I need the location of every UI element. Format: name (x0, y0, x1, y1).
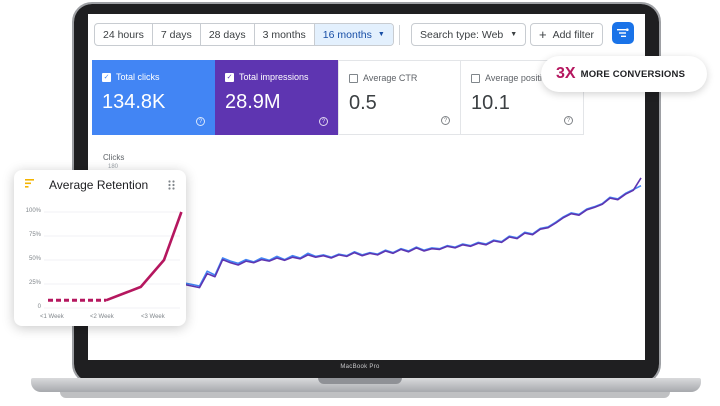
metric-card-average-ctr[interactable]: Average CTR 0.5 ? (338, 60, 461, 135)
help-icon[interactable]: ? (441, 116, 450, 125)
range-3-months[interactable]: 3 months (255, 24, 315, 45)
metric-label: Average CTR (363, 73, 418, 83)
metric-card-total-impressions[interactable]: ✓ Total impressions 28.9M ? (215, 60, 338, 135)
chart-series-line-2 (183, 177, 642, 289)
laptop-model-label: MacBook Pro (340, 364, 380, 370)
metric-card-header: ✓ Total impressions (225, 72, 328, 82)
retention-y-tick: 50% (28, 256, 41, 262)
retention-y-tick: 75% (28, 232, 41, 238)
metric-cards: ✓ Total clicks 134.8K ? ✓ Total impressi… (92, 60, 584, 135)
bars-chart-icon (25, 179, 34, 188)
metric-card-total-clicks[interactable]: ✓ Total clicks 134.8K ? (92, 60, 215, 135)
conversions-badge: 3X MORE CONVERSIONS (541, 56, 707, 92)
help-icon[interactable]: ? (319, 117, 328, 126)
laptop-base-shadow (60, 392, 670, 398)
checkbox-checked-icon[interactable]: ✓ (102, 72, 111, 82)
metric-value: 28.9M (225, 91, 281, 113)
metric-value: 0.5 (349, 92, 377, 114)
laptop-base (31, 378, 701, 392)
retention-x-tick: <1 Week (40, 314, 64, 320)
retention-card: Average Retention 100% 75% 50% 25% 0 <1 … (14, 170, 186, 326)
retention-line (105, 211, 183, 302)
badge-text: MORE CONVERSIONS (580, 68, 686, 80)
retention-y-tick: 100% (25, 208, 41, 214)
toolbar-divider (399, 25, 400, 45)
metric-value: 10.1 (471, 92, 510, 114)
plus-icon: + (539, 27, 547, 42)
retention-y-tick: 25% (28, 280, 41, 286)
filter-settings-button[interactable] (612, 22, 634, 44)
badge-multiplier: 3X (556, 65, 576, 82)
drag-handle-icon[interactable] (168, 180, 176, 190)
add-filter-button[interactable]: + Add filter (530, 23, 604, 46)
search-type-label: Search type: Web (420, 28, 504, 41)
search-type-dropdown[interactable]: Search type: Web ▼ (411, 23, 527, 46)
retention-title: Average Retention (49, 178, 149, 192)
retention-x-tick: <3 Week (141, 314, 165, 320)
metric-card-header: Average CTR (349, 73, 450, 83)
retention-y-tick: 0 (37, 304, 41, 310)
filter-lines-icon (617, 28, 629, 37)
range-28-days[interactable]: 28 days (201, 24, 255, 45)
chart-series-line-1 (183, 184, 642, 287)
chart-y-axis-label: Clicks (103, 153, 125, 162)
chevron-down-icon: ▼ (377, 31, 385, 38)
date-range-selector: 24 hours 7 days 28 days 3 months 16 mont… (94, 23, 394, 46)
metric-label: Total clicks (116, 72, 160, 82)
laptop-base-notch (318, 378, 402, 384)
chevron-down-icon: ▼ (510, 31, 518, 38)
retention-x-tick: <2 Week (90, 314, 114, 320)
add-filter-label: Add filter (552, 28, 595, 41)
range-16-months[interactable]: 16 months ▼ (314, 24, 393, 45)
checkbox-checked-icon[interactable]: ✓ (225, 72, 234, 82)
metric-card-header: ✓ Total clicks (102, 72, 205, 82)
metric-label: Total impressions (239, 72, 309, 82)
range-16-months-label: 16 months (322, 28, 372, 41)
range-24-hours[interactable]: 24 hours (95, 24, 153, 45)
metric-card-header: Average position (471, 73, 573, 83)
checkbox-unchecked-icon[interactable] (471, 73, 480, 83)
help-icon[interactable]: ? (564, 116, 573, 125)
range-7-days[interactable]: 7 days (153, 24, 201, 45)
help-icon[interactable]: ? (196, 117, 205, 126)
performance-chart (183, 177, 642, 289)
metric-label: Average position (485, 73, 552, 83)
metric-value: 134.8K (102, 91, 166, 113)
chart-y-tick: 180 (108, 164, 119, 170)
retention-chart (44, 211, 183, 309)
checkbox-unchecked-icon[interactable] (349, 73, 358, 83)
